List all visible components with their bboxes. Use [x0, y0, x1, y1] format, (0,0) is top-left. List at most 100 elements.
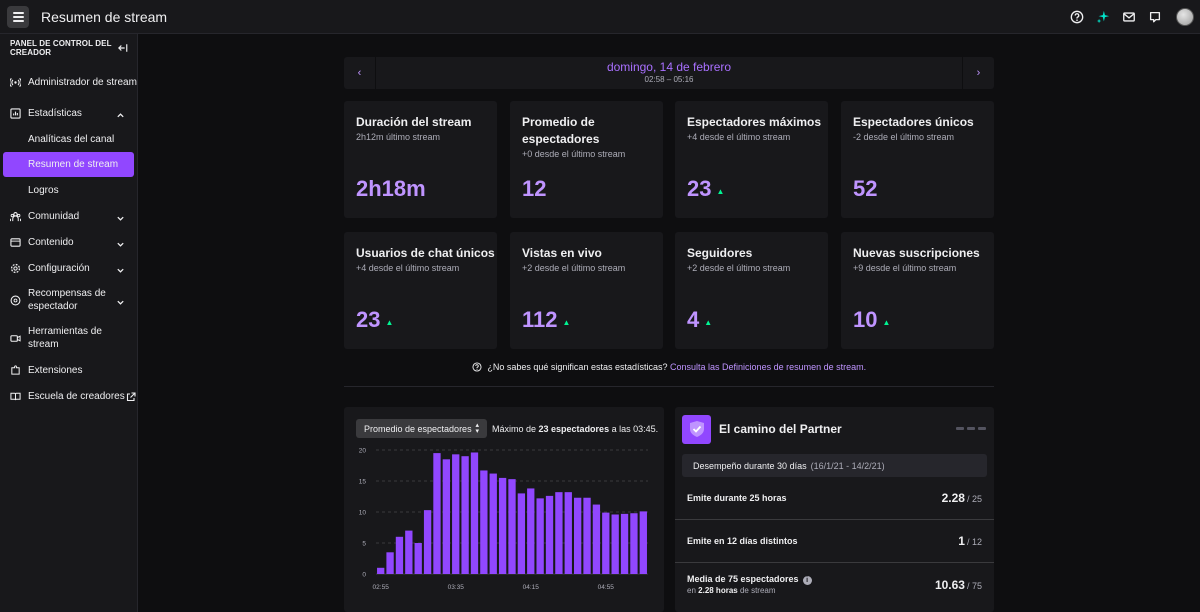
chart-bar[interactable]: [555, 492, 563, 574]
chart-bar[interactable]: [480, 470, 488, 574]
partner-title: El camino del Partner: [719, 422, 842, 436]
community-icon: [10, 211, 21, 222]
sidebar-item-label: Recompensas de espectador: [28, 288, 106, 312]
help-question: ¿No sabes qué significan estas estadísti…: [487, 362, 668, 372]
sidebar: PANEL DE CONTROL DEL CREADOR Administrad…: [0, 34, 138, 612]
top-bar: Resumen de stream: [0, 0, 1200, 34]
previous-stream-button[interactable]: ‹: [344, 57, 376, 89]
chart-bar[interactable]: [527, 488, 535, 574]
x-tick-label: 03:35: [448, 584, 465, 591]
sidebar-item-creator-school[interactable]: Escuela de creadores: [0, 383, 137, 409]
chart-bar[interactable]: [630, 513, 638, 574]
chart-bar[interactable]: [545, 495, 554, 574]
sidebar-item-stream-manager[interactable]: Administrador de stream: [0, 64, 137, 100]
chart-bar[interactable]: [583, 497, 591, 574]
sidebar-item-viewer-rewards[interactable]: Recompensas de espectador: [0, 281, 137, 319]
y-tick-label: 0: [362, 572, 366, 579]
requirement-row: Emite durante 25 horas 2.28/ 25: [675, 477, 994, 520]
trend-up-icon: ▲: [716, 186, 725, 196]
mail-icon[interactable]: [1122, 10, 1136, 24]
stat-title: Espectadores máximos: [687, 115, 822, 129]
viewers-chart-panel: Promedio de espectadores ▴ ▾ Máximo de 23…: [344, 407, 664, 612]
sidebar-item-label: Administrador de stream: [28, 76, 137, 88]
sidebar-item-label: Herramientas de stream: [28, 326, 102, 350]
metric-select[interactable]: Promedio de espectadores ▴ ▾: [356, 419, 487, 438]
trend-up-icon: ▲: [562, 317, 571, 327]
chart-bar[interactable]: [386, 552, 394, 574]
chart-bar[interactable]: [639, 511, 647, 574]
performance-period: Desempeño durante 30 días (16/1/21 - 14/…: [682, 454, 987, 477]
sidebar-item-settings[interactable]: Configuración: [0, 255, 137, 281]
stat-card-max-viewers: Espectadores máximos +4 desde el último …: [675, 101, 828, 218]
chart-bar[interactable]: [405, 530, 413, 574]
stat-comparison: +9 desde el último stream: [853, 263, 957, 273]
whispers-icon[interactable]: [1148, 10, 1162, 24]
camera-icon: [10, 333, 21, 344]
sidebar-item-community[interactable]: Comunidad: [0, 203, 137, 229]
menu-icon: [12, 11, 24, 14]
requirement-progress: 2.28/ 25: [941, 491, 982, 505]
chart-bar[interactable]: [498, 477, 507, 574]
sidebar-title: PANEL DE CONTROL DEL CREADOR: [10, 39, 112, 57]
sidebar-item-channel-analytics[interactable]: Analíticas del canal: [0, 126, 137, 152]
chart-bar[interactable]: [395, 536, 404, 574]
sidebar-item-statistics[interactable]: Estadísticas: [0, 100, 137, 126]
chart-bar[interactable]: [442, 459, 451, 574]
stat-comparison: +4 desde el último stream: [356, 263, 460, 273]
stats-icon: [10, 107, 21, 119]
sidebar-item-extensions[interactable]: Extensiones: [0, 357, 137, 383]
sidebar-item-label: Comunidad: [28, 210, 80, 222]
menu-button[interactable]: [7, 5, 29, 28]
chevron-left-icon: ‹: [357, 67, 362, 79]
stat-comparison: +4 desde el último stream: [687, 132, 791, 142]
sidebar-item-label: Configuración: [28, 262, 90, 274]
chart-bar[interactable]: [461, 456, 469, 574]
chart-bar[interactable]: [508, 479, 516, 574]
stat-card-unique-viewers: Espectadores únicos -2 desde el último s…: [841, 101, 994, 218]
info-icon[interactable]: i: [802, 575, 812, 585]
trend-up-icon: ▲: [704, 317, 713, 327]
chart-bar[interactable]: [517, 493, 526, 574]
sidebar-item-label: Extensiones: [28, 364, 83, 376]
sort-icon: ▴ ▾: [475, 421, 479, 435]
chart-bar[interactable]: [423, 510, 432, 574]
x-tick-label: 02:55: [373, 584, 390, 591]
chevron-down-icon: [116, 296, 125, 305]
broadcast-icon: [10, 77, 21, 88]
stat-card-duration: Duración del stream 2h12m último stream …: [344, 101, 497, 218]
chart-bar[interactable]: [536, 498, 544, 574]
stat-card-new-subs: Nuevas suscripciones +9 desde el último …: [841, 232, 994, 349]
chart-bar[interactable]: [611, 514, 619, 574]
chevron-down-icon: [116, 238, 125, 247]
sidebar-item-stream-summary[interactable]: Resumen de stream: [3, 152, 134, 177]
chart-bar[interactable]: [602, 512, 610, 574]
date-navigator: ‹ domingo, 14 de febrero 02:58 – 05:16 ›: [344, 57, 994, 89]
chart-bar[interactable]: [489, 473, 497, 574]
definitions-link[interactable]: Consulta las Definiciones de resumen de …: [670, 362, 867, 372]
chart-bar[interactable]: [433, 453, 441, 574]
sidebar-item-stream-tools[interactable]: Herramientas de stream: [0, 319, 137, 357]
help-icon[interactable]: [1070, 10, 1084, 24]
chart-bar[interactable]: [377, 567, 385, 574]
user-avatar[interactable]: [1176, 8, 1194, 26]
chart-bar[interactable]: [620, 513, 629, 574]
x-tick-label: 04:55: [598, 584, 615, 591]
top-actions: [1070, 0, 1194, 34]
chart-bar[interactable]: [573, 497, 582, 574]
sidebar-item-label: Estadísticas: [28, 107, 82, 119]
stat-comparison: 2h12m último stream: [356, 132, 441, 142]
next-stream-button[interactable]: ›: [962, 57, 994, 89]
collapse-icon[interactable]: [118, 42, 128, 52]
chart-bar[interactable]: [470, 452, 479, 574]
chart-bar[interactable]: [564, 492, 572, 574]
chart-bar[interactable]: [592, 504, 601, 574]
partner-header: El camino del Partner: [675, 407, 994, 451]
y-tick-label: 10: [359, 510, 367, 517]
sidebar-item-content[interactable]: Contenido: [0, 229, 137, 255]
sparkle-icon[interactable]: [1096, 10, 1110, 24]
chart-bar[interactable]: [414, 543, 422, 574]
stat-value: 12: [522, 176, 547, 201]
sidebar-item-achievements[interactable]: Logros: [0, 177, 137, 203]
chart-bar[interactable]: [452, 454, 460, 574]
stat-title: Duración del stream: [356, 115, 472, 129]
